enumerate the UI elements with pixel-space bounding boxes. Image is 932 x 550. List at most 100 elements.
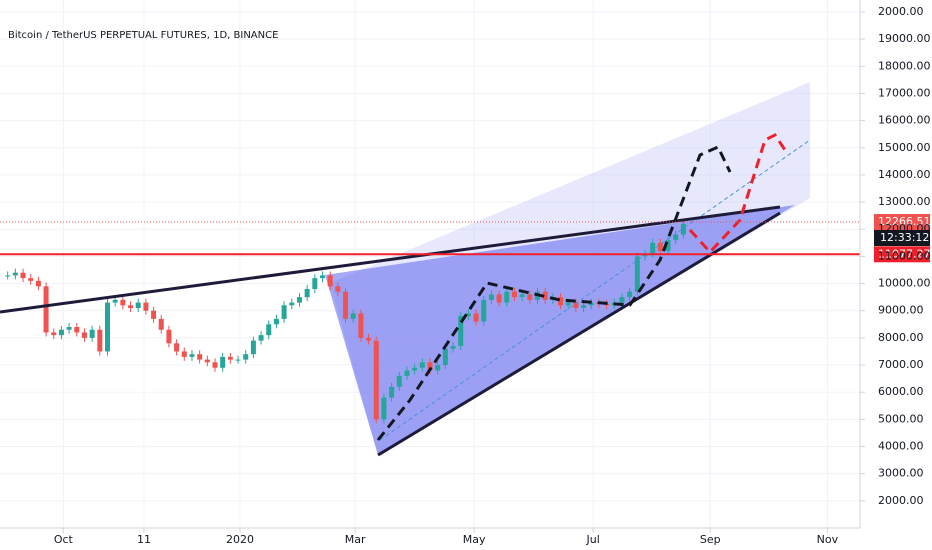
candle bbox=[381, 397, 387, 420]
candle bbox=[312, 278, 318, 289]
candle bbox=[189, 354, 195, 357]
candle bbox=[58, 329, 64, 336]
y-tick-label: 15000.00 bbox=[878, 141, 931, 154]
path-projection-red bbox=[688, 133, 787, 255]
last-price-box bbox=[874, 213, 930, 230]
candle bbox=[488, 294, 494, 300]
countdown-label: 12:33:12 bbox=[880, 231, 929, 244]
chart-title: Bitcoin / TetherUS PERPETUAL FUTURES, 1D… bbox=[8, 30, 278, 41]
candle bbox=[235, 359, 241, 361]
level-label-box bbox=[874, 246, 930, 263]
candle bbox=[481, 299, 487, 322]
candle bbox=[89, 329, 95, 338]
candle bbox=[35, 280, 41, 287]
y-tick-label: 5000.00 bbox=[878, 412, 924, 425]
candle bbox=[527, 294, 533, 300]
x-tick-label: Sep bbox=[700, 533, 721, 546]
candle bbox=[634, 256, 640, 292]
candle bbox=[442, 348, 448, 366]
x-tick-label: Nov bbox=[817, 533, 839, 546]
candle bbox=[465, 313, 471, 317]
y-tick-label: 9000.00 bbox=[878, 304, 924, 317]
candle bbox=[581, 305, 587, 308]
y-tick-label: 2000.00 bbox=[878, 494, 924, 507]
level-label: 11077.27 bbox=[878, 247, 931, 260]
candle bbox=[289, 302, 295, 306]
candle bbox=[573, 302, 579, 308]
candle bbox=[174, 343, 180, 352]
candle bbox=[343, 291, 349, 319]
candle bbox=[396, 375, 402, 387]
candle bbox=[619, 297, 625, 303]
x-tick-label: Oct bbox=[54, 533, 74, 546]
y-tick-label: 14000.00 bbox=[878, 168, 931, 181]
candle bbox=[419, 362, 425, 368]
candle bbox=[135, 302, 141, 308]
countdown-box bbox=[874, 229, 930, 246]
candle bbox=[373, 340, 379, 420]
last-price-label: 12266.51 bbox=[878, 215, 931, 228]
candle bbox=[97, 329, 103, 352]
mid-line bbox=[379, 139, 811, 441]
candle bbox=[220, 356, 226, 368]
x-tick-label: 2020 bbox=[226, 533, 254, 546]
candle bbox=[204, 359, 210, 363]
candle bbox=[435, 365, 441, 371]
candle bbox=[243, 354, 249, 360]
candle bbox=[627, 291, 633, 298]
candle bbox=[81, 332, 87, 338]
candle bbox=[327, 275, 333, 287]
y-tick-label: 6000.00 bbox=[878, 385, 924, 398]
candle bbox=[296, 297, 302, 303]
candle bbox=[335, 286, 341, 292]
y-tick-label: 11000.00 bbox=[878, 249, 931, 262]
y-tick-label: 13000.00 bbox=[878, 195, 931, 208]
candle bbox=[66, 327, 72, 330]
candle bbox=[28, 278, 34, 281]
candle bbox=[112, 299, 118, 303]
candle bbox=[304, 288, 310, 298]
candle bbox=[358, 313, 364, 338]
candle bbox=[657, 242, 663, 251]
y-tick-label: 17000.00 bbox=[878, 86, 931, 99]
candle bbox=[128, 305, 134, 308]
candle bbox=[20, 272, 26, 279]
candle bbox=[404, 370, 410, 376]
wedge bbox=[325, 205, 795, 455]
candle bbox=[120, 299, 126, 306]
x-tick-label: 11 bbox=[137, 533, 151, 546]
candle bbox=[158, 318, 164, 330]
candle bbox=[680, 223, 686, 235]
y-tick-label: 19000.00 bbox=[878, 32, 931, 45]
candle bbox=[542, 291, 548, 300]
y-tick-label: 3000.00 bbox=[878, 467, 924, 480]
candle bbox=[350, 313, 356, 319]
candle bbox=[511, 291, 517, 298]
candle bbox=[665, 240, 671, 251]
candle bbox=[197, 354, 203, 360]
candle bbox=[51, 332, 57, 336]
candle bbox=[389, 386, 395, 398]
candle bbox=[5, 275, 11, 277]
y-tick-label: 10000.00 bbox=[878, 277, 931, 290]
y-tick-label: 18000.00 bbox=[878, 59, 931, 72]
y-tick-label: 7000.00 bbox=[878, 358, 924, 371]
candle bbox=[266, 324, 272, 336]
y-tick-label: 16000.00 bbox=[878, 114, 931, 127]
candle bbox=[504, 291, 510, 303]
candle bbox=[588, 302, 594, 306]
x-tick-label: May bbox=[463, 533, 486, 546]
candle bbox=[496, 294, 502, 303]
candle bbox=[558, 297, 564, 306]
candle bbox=[320, 275, 325, 279]
candle bbox=[473, 313, 479, 322]
candle bbox=[366, 337, 372, 341]
candle bbox=[43, 286, 49, 333]
candle bbox=[273, 318, 279, 325]
candle bbox=[181, 351, 187, 357]
candle bbox=[450, 346, 456, 349]
candle bbox=[166, 329, 172, 344]
candle bbox=[412, 367, 418, 371]
y-tick-label: 2000.00 bbox=[878, 5, 924, 18]
